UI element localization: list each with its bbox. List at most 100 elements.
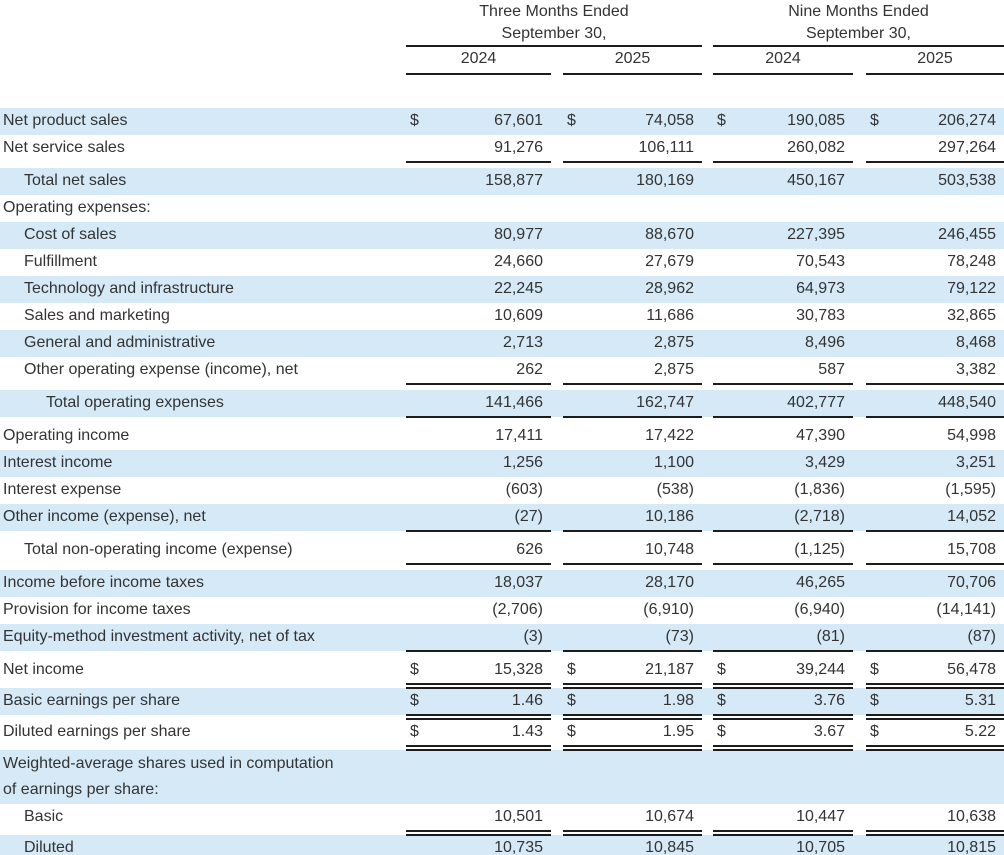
- statement-table: Net product sales $67,601 $74,058 $190,085 $…: [0, 108, 1004, 855]
- dollar-sign: $: [866, 657, 894, 689]
- cell-value: 2,713: [502, 334, 543, 351]
- dollar-sign: [563, 597, 591, 624]
- cell-value: 450,167: [787, 172, 845, 189]
- dollar-sign: [563, 390, 591, 418]
- cell-value: 2,875: [653, 334, 694, 351]
- dollar-sign: $: [406, 719, 434, 751]
- cell-value: (3): [434, 624, 551, 652]
- cell-value: 32,865: [947, 307, 996, 324]
- dollar-sign: [406, 537, 434, 565]
- row-spacer: [0, 651, 1004, 657]
- cell-value: 3,382: [894, 357, 1004, 385]
- cell-value: 10,501: [434, 804, 551, 836]
- cell-value: 5.22: [894, 719, 1004, 751]
- table-row: Weighted-average shares used in computat…: [0, 750, 1004, 804]
- cell-value: 260,082: [741, 135, 853, 163]
- dollar-sign: [713, 537, 741, 565]
- column-gap: [853, 249, 866, 276]
- dollar-sign: [866, 222, 894, 249]
- dollar-sign: [406, 390, 434, 418]
- column-gap: [702, 303, 713, 330]
- dollar-sign: $: [866, 719, 894, 751]
- column-gap: [853, 750, 866, 804]
- cell-value: 30,783: [796, 307, 845, 324]
- dollar-sign: [563, 504, 591, 532]
- cell-value: 54,998: [947, 427, 996, 444]
- column-gap: [853, 570, 866, 597]
- dollar-sign: [866, 330, 894, 357]
- dollar-sign: [563, 537, 591, 565]
- cell-value: 106,111: [591, 135, 702, 163]
- column-gap: [551, 108, 563, 135]
- cell-value: [434, 750, 551, 804]
- column-gap: [853, 835, 866, 855]
- dollar-sign: [866, 276, 894, 303]
- cell-value: 17,411: [495, 427, 543, 444]
- cell-value: (1,125): [741, 537, 853, 565]
- column-gap: [551, 597, 563, 624]
- dollar-sign: [713, 450, 741, 477]
- table-row: Interest income 1,256 1,100 3,429 3,251: [0, 450, 1004, 477]
- cell-value: 180,169: [636, 172, 694, 189]
- cell-value: 10,705: [796, 839, 845, 855]
- header-group-1-subtitle: September 30,: [406, 24, 702, 47]
- row-label: Basic earnings per share: [3, 692, 180, 709]
- dollar-sign: [866, 357, 894, 385]
- column-gap: [853, 477, 866, 504]
- table-row: Total non-operating income (expense) 626 1…: [0, 537, 1004, 565]
- row-label: Net service sales: [3, 139, 125, 156]
- cell-value: (14,141): [936, 601, 996, 618]
- cell-value: (73): [591, 624, 702, 652]
- dollar-sign: [713, 249, 741, 276]
- column-gap: [702, 222, 713, 249]
- cell-value: 27,679: [645, 253, 694, 270]
- column-gap: [853, 657, 866, 689]
- cell-value: 17,422: [645, 427, 694, 444]
- column-gap: [702, 504, 713, 532]
- row-label: Cost of sales: [24, 226, 117, 243]
- column-gap: [551, 222, 563, 249]
- dollar-sign: [713, 570, 741, 597]
- dollar-sign: [406, 504, 434, 532]
- column-gap: [551, 657, 563, 689]
- cell-value: 14,052: [894, 504, 1004, 532]
- header-group-titles: Three Months Ended Nine Months Ended: [0, 0, 1004, 24]
- column-gap: [551, 195, 563, 222]
- dollar-sign: [866, 450, 894, 477]
- cell-value: 5.31: [894, 688, 1004, 720]
- cell-value: 88,670: [645, 226, 694, 243]
- table-row: Net service sales 91,276 106,111 260,082 297…: [0, 135, 1004, 163]
- dollar-sign: [866, 835, 894, 855]
- cell-value: [741, 750, 853, 804]
- cell-value: 2,875: [591, 357, 702, 385]
- row-label: Weighted-average shares used in computat…: [3, 755, 334, 798]
- column-gap: [702, 249, 713, 276]
- cell-value: (6,940): [794, 601, 845, 618]
- column-gap: [702, 450, 713, 477]
- dollar-sign: [563, 222, 591, 249]
- column-gap: [551, 835, 563, 855]
- row-label: Fulfillment: [24, 253, 97, 270]
- row-spacer: [0, 564, 1004, 570]
- dollar-sign: $: [717, 112, 726, 129]
- cell-value: 15,328: [434, 657, 551, 689]
- column-gap: [853, 168, 866, 195]
- cell-value: 47,390: [796, 427, 845, 444]
- cell-value: 1,256: [502, 454, 543, 471]
- cell-value: 21,187: [591, 657, 702, 689]
- dollar-sign: $: [563, 719, 591, 751]
- dollar-sign: [563, 804, 591, 836]
- dollar-sign: [713, 477, 741, 504]
- cell-value: [591, 195, 702, 222]
- column-gap: [853, 135, 866, 163]
- dollar-sign: [563, 570, 591, 597]
- dollar-sign: [406, 135, 434, 163]
- dollar-sign: [713, 423, 741, 450]
- header-group-2-title: Nine Months Ended: [788, 3, 929, 20]
- header-group-1-title: Three Months Ended: [479, 3, 629, 20]
- cell-value: 10,815: [947, 839, 996, 855]
- cell-value: 10,674: [591, 804, 702, 836]
- dollar-sign: [406, 357, 434, 385]
- column-gap: [702, 804, 713, 836]
- row-label: Operating income: [3, 427, 130, 444]
